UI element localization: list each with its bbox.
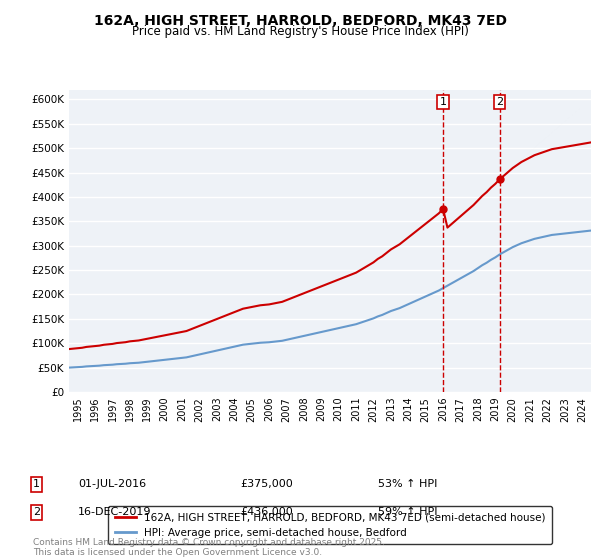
Text: Price paid vs. HM Land Registry's House Price Index (HPI): Price paid vs. HM Land Registry's House … bbox=[131, 25, 469, 38]
Text: 2: 2 bbox=[496, 97, 503, 107]
Legend: 162A, HIGH STREET, HARROLD, BEDFORD, MK43 7ED (semi-detached house), HPI: Averag: 162A, HIGH STREET, HARROLD, BEDFORD, MK4… bbox=[109, 506, 551, 544]
Text: 59% ↑ HPI: 59% ↑ HPI bbox=[378, 507, 437, 517]
Text: £436,000: £436,000 bbox=[240, 507, 293, 517]
Text: 01-JUL-2016: 01-JUL-2016 bbox=[78, 479, 146, 489]
Text: 16-DEC-2019: 16-DEC-2019 bbox=[78, 507, 151, 517]
Text: 1: 1 bbox=[440, 97, 446, 107]
Text: 53% ↑ HPI: 53% ↑ HPI bbox=[378, 479, 437, 489]
Text: 2: 2 bbox=[33, 507, 40, 517]
Text: 162A, HIGH STREET, HARROLD, BEDFORD, MK43 7ED: 162A, HIGH STREET, HARROLD, BEDFORD, MK4… bbox=[94, 14, 506, 28]
Text: 1: 1 bbox=[33, 479, 40, 489]
Text: Contains HM Land Registry data © Crown copyright and database right 2025.
This d: Contains HM Land Registry data © Crown c… bbox=[33, 538, 385, 557]
Text: £375,000: £375,000 bbox=[240, 479, 293, 489]
